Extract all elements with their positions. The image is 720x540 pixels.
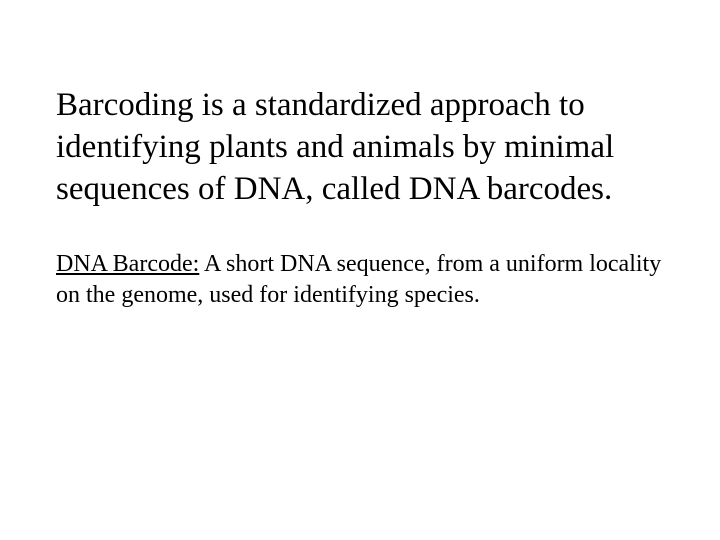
main-paragraph: Barcoding is a standardized approach to … [56, 84, 666, 211]
definition-paragraph: DNA Barcode: A short DNA sequence, from … [56, 249, 666, 311]
slide-content: Barcoding is a standardized approach to … [56, 84, 666, 311]
definition-term: DNA Barcode: [56, 251, 199, 277]
